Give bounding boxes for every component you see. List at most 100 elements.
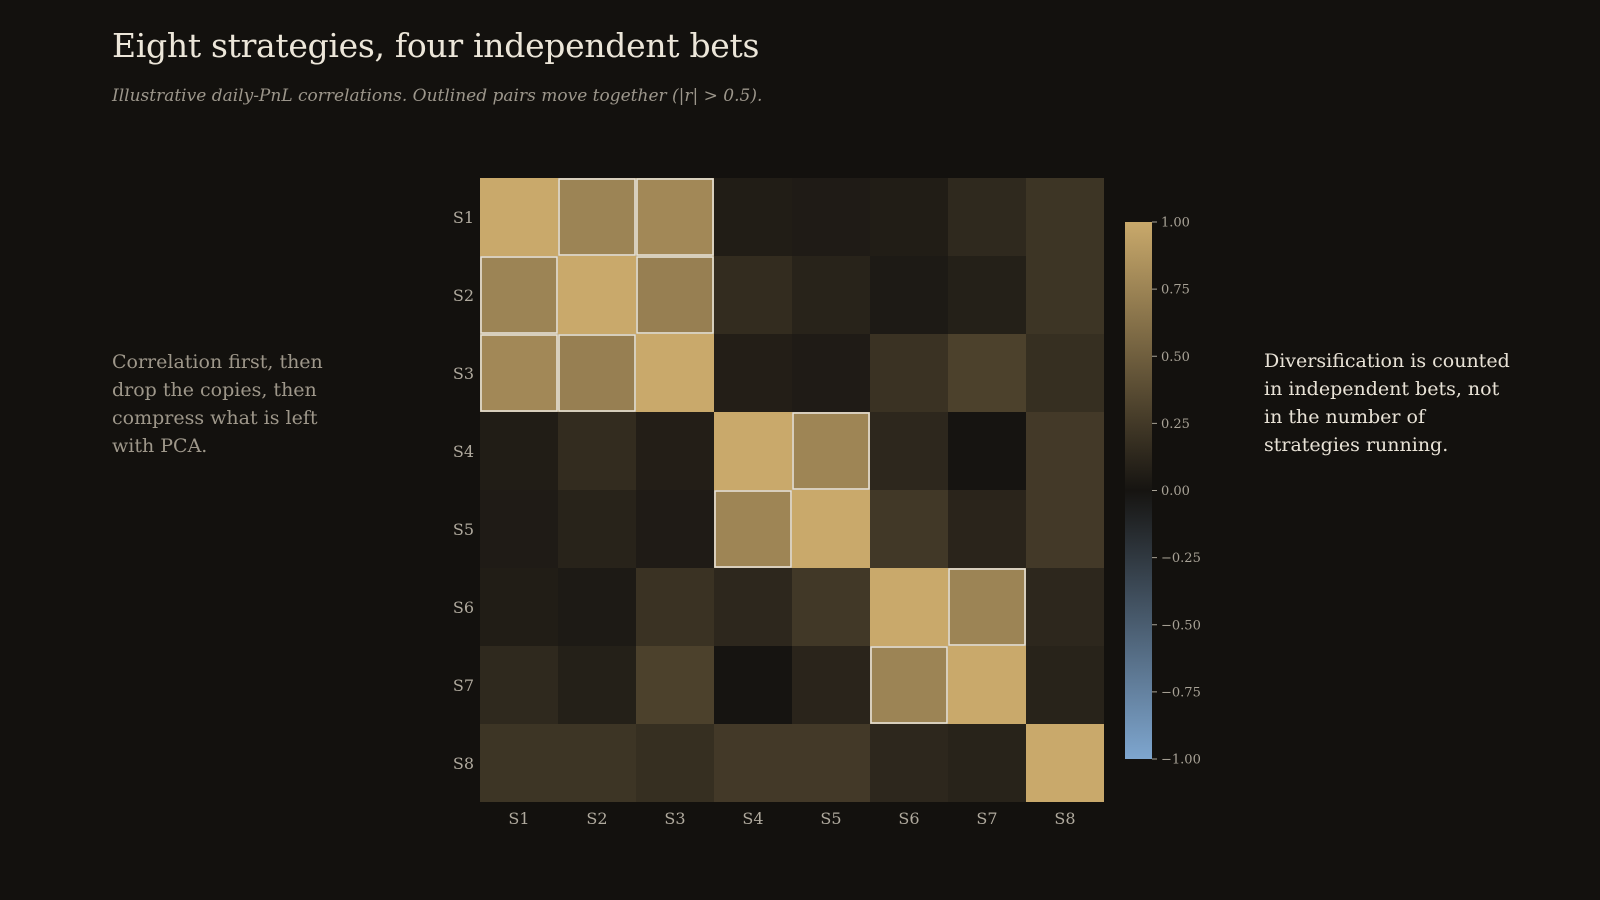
column-label-S2: S2	[586, 809, 607, 828]
heatmap-cell-S1-S3	[636, 178, 714, 256]
row-label-S7: S7	[453, 676, 474, 695]
heatmap-cell-S6-S8	[1026, 568, 1104, 646]
heatmap-cell-S8-S4	[714, 724, 792, 802]
heatmap-cell-S4-S6	[870, 412, 948, 490]
heatmap-cell-S6-S5	[792, 568, 870, 646]
heatmap-cell-S3-S2	[558, 334, 636, 412]
column-label-S4: S4	[742, 809, 763, 828]
heatmap-cell-S4-S8	[1026, 412, 1104, 490]
chart-title: Eight strategies, four independent bets	[112, 26, 760, 65]
heatmap-cell-S1-S5	[792, 178, 870, 256]
heatmap-cell-S5-S1	[480, 490, 558, 568]
heatmap-cell-S2-S3	[636, 256, 714, 334]
heatmap-cells	[480, 178, 1104, 802]
right-annotation: Diversification is counted in independen…	[1264, 350, 1510, 456]
colorbar-tick-label: 0.00	[1161, 484, 1190, 499]
heatmap-cell-S3-S4	[714, 334, 792, 412]
heatmap-cell-S8-S3	[636, 724, 714, 802]
heatmap-cell-S8-S1	[480, 724, 558, 802]
heatmap-cell-S7-S6	[870, 646, 948, 724]
heatmap-cell-S1-S4	[714, 178, 792, 256]
heatmap-cell-S5-S6	[870, 490, 948, 568]
row-label-S5: S5	[453, 520, 474, 539]
heatmap-cell-S8-S6	[870, 724, 948, 802]
heatmap-cell-S6-S6	[870, 568, 948, 646]
heatmap-cell-S7-S3	[636, 646, 714, 724]
row-label-S4: S4	[453, 442, 474, 461]
row-tick-labels: S1 S2 S3 S4 S5 S6 S7 S8	[453, 208, 474, 773]
heatmap-cell-S7-S8	[1026, 646, 1104, 724]
heatmap-cell-S5-S7	[948, 490, 1026, 568]
heatmap-cell-S3-S5	[792, 334, 870, 412]
heatmap-cell-S2-S4	[714, 256, 792, 334]
heatmap-cell-S3-S6	[870, 334, 948, 412]
colorbar-tick-label: 0.25	[1161, 417, 1190, 432]
colorbar-scale	[1125, 222, 1152, 759]
heatmap-cell-S4-S3	[636, 412, 714, 490]
left-annotation: Correlation first, then drop the copies,…	[112, 351, 323, 457]
heatmap-cell-S5-S3	[636, 490, 714, 568]
heatmap-cell-S1-S7	[948, 178, 1026, 256]
column-tick-labels: S1 S2 S3 S4 S5 S6 S7 S8	[508, 809, 1075, 828]
heatmap-cell-S5-S4	[714, 490, 792, 568]
heatmap-cell-S8-S8	[1026, 724, 1104, 802]
heatmap-cell-S6-S2	[558, 568, 636, 646]
colorbar-tick-label: −0.75	[1161, 685, 1201, 700]
cell-outline-S2-S1	[480, 256, 558, 334]
colorbar-tick-label: −0.50	[1161, 618, 1201, 633]
row-label-S3: S3	[453, 364, 474, 383]
heatmap-cell-S3-S3	[636, 334, 714, 412]
column-label-S1: S1	[508, 809, 529, 828]
colorbar-tick-label: −0.25	[1161, 551, 1201, 566]
row-label-S8: S8	[453, 754, 474, 773]
heatmap-cell-S8-S2	[558, 724, 636, 802]
cell-outline-S1-S3	[636, 178, 714, 256]
chart-subtitle: Illustrative daily-PnL correlations. Out…	[112, 86, 763, 106]
heatmap-cell-S5-S2	[558, 490, 636, 568]
row-label-S1: S1	[453, 208, 474, 227]
heatmap-cell-S4-S5	[792, 412, 870, 490]
heatmap-cell-S5-S8	[1026, 490, 1104, 568]
cell-outline-S5-S4	[714, 490, 792, 568]
heatmap-cell-S2-S1	[480, 256, 558, 334]
heatmap-cell-S7-S4	[714, 646, 792, 724]
heatmap-cell-S2-S7	[948, 256, 1026, 334]
colorbar-tick-label: 0.50	[1161, 350, 1190, 365]
row-label-S6: S6	[453, 598, 474, 617]
colorbar-tick-label: 0.75	[1161, 283, 1190, 298]
heatmap-cell-S6-S3	[636, 568, 714, 646]
cell-outline-S3-S1	[480, 334, 558, 412]
cell-outline-S1-S2	[558, 178, 636, 256]
column-label-S6: S6	[898, 809, 919, 828]
column-label-S5: S5	[820, 809, 841, 828]
heatmap-cell-S1-S1	[480, 178, 558, 256]
colorbar-tick-label: 1.00	[1161, 216, 1190, 231]
column-label-S8: S8	[1054, 809, 1075, 828]
heatmap-cell-S1-S6	[870, 178, 948, 256]
heatmap-cell-S2-S5	[792, 256, 870, 334]
heatmap-cell-S1-S2	[558, 178, 636, 256]
high-correlation-outlines	[480, 178, 1026, 724]
cell-outline-S4-S5	[792, 412, 870, 490]
cell-outline-S7-S6	[870, 646, 948, 724]
heatmap-cell-S8-S5	[792, 724, 870, 802]
heatmap-cell-S4-S7	[948, 412, 1026, 490]
heatmap-cell-S7-S7	[948, 646, 1026, 724]
heatmap-cell-S8-S7	[948, 724, 1026, 802]
row-label-S2: S2	[453, 286, 474, 305]
cell-outline-S2-S3	[636, 256, 714, 334]
heatmap-cell-S2-S6	[870, 256, 948, 334]
heatmap-cell-S7-S1	[480, 646, 558, 724]
heatmap-cell-S2-S2	[558, 256, 636, 334]
column-label-S3: S3	[664, 809, 685, 828]
column-label-S7: S7	[976, 809, 997, 828]
heatmap-cell-S6-S4	[714, 568, 792, 646]
heatmap-cell-S3-S7	[948, 334, 1026, 412]
heatmap-cell-S7-S5	[792, 646, 870, 724]
heatmap-cell-S6-S1	[480, 568, 558, 646]
heatmap-cell-S3-S1	[480, 334, 558, 412]
cell-outline-S6-S7	[948, 568, 1026, 646]
colorbar: 1.00 0.75 0.50 0.25 0.00 −0.25 −0.50 −0.75 −1.00	[1125, 216, 1201, 768]
heatmap-cell-S2-S8	[1026, 256, 1104, 334]
